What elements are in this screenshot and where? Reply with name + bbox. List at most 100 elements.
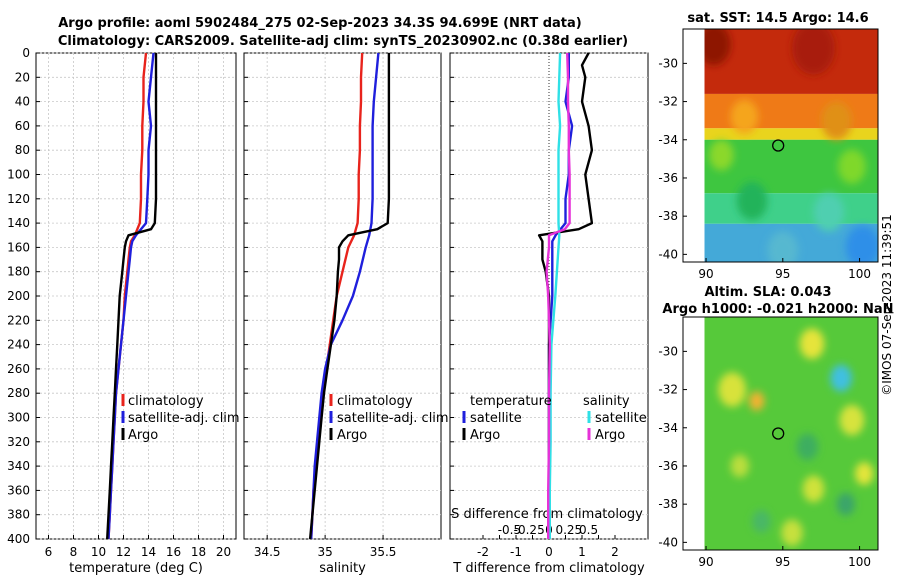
y-tick-label: -30 (658, 56, 678, 70)
map-blotch (730, 454, 750, 478)
y-tick-label: -40 (658, 535, 678, 549)
y-tick-label: 60 (15, 119, 30, 133)
map-blotch (752, 509, 771, 533)
y-tick-label: -34 (658, 133, 678, 147)
x-tick-label: 20 (216, 545, 231, 559)
x-tick-label: 10 (91, 545, 106, 559)
y-tick-label: 260 (7, 362, 30, 376)
series-line-argo (106, 53, 158, 540)
y-tick-label: 20 (15, 70, 30, 84)
y-tick-label: -34 (658, 421, 678, 435)
y-tick-label: 380 (7, 508, 30, 522)
map-band (704, 193, 878, 224)
y-tick-label: 160 (7, 240, 30, 254)
x-tick-label: 12 (116, 545, 131, 559)
x-tick-label: 90 (698, 267, 713, 281)
x-tick-label: 1 (578, 545, 586, 559)
y-tick-label: -36 (658, 171, 678, 185)
legend-label: satellite (595, 411, 647, 426)
s-tick-label: 0.5 (579, 523, 598, 537)
series-line-s-satellite (548, 52, 562, 539)
x-tick-label: 0 (545, 545, 553, 559)
legend-label: climatology (128, 394, 204, 409)
map-blotch (792, 29, 836, 75)
y-tick-label: 300 (7, 411, 30, 425)
y-tick-label: -38 (658, 497, 678, 511)
y-tick-label: -32 (658, 383, 678, 397)
y-tick-label: 0 (22, 46, 30, 60)
x-tick-label: 2 (611, 545, 619, 559)
map-blotch (704, 29, 731, 66)
y-tick-label: -30 (658, 344, 678, 358)
x-tick-label: 6 (45, 545, 53, 559)
x-tick-label: 16 (166, 545, 181, 559)
y-tick-label: 320 (7, 435, 30, 449)
x-tick-label: 35.5 (370, 545, 397, 559)
s-tick-label: 0.25 (555, 523, 582, 537)
sla-map-title-line2: Argo h1000: -0.021 h2000: NaN (662, 302, 893, 317)
legend-label: Argo (128, 428, 158, 443)
x-tick-label: 100 (848, 267, 871, 281)
x-tick-label: 90 (698, 555, 713, 569)
y-tick-label: 140 (7, 216, 30, 230)
argo-position-marker (772, 427, 785, 440)
copyright-label: ©IMOS 07-Sep-2023 11:39:51 (880, 214, 894, 396)
map-blotch (854, 462, 874, 486)
x-axis-label: T difference from climatology (452, 561, 645, 576)
series-line-argo (308, 53, 391, 540)
sla-map-title-line1: Altim. SLA: 0.043 (705, 285, 832, 300)
x-tick-label: -2 (477, 545, 489, 559)
map-blotch (799, 328, 825, 360)
figure-title-line2: Climatology: CARS2009. Satellite-adj cli… (58, 34, 628, 49)
x-tick-label: 8 (70, 545, 78, 559)
temperature-panel: 0 20 40 60 80 100 120 140 160 180 200 220 240 260 280 3… (7, 46, 240, 576)
map-blotch (845, 225, 878, 262)
legend-label: Argo (337, 428, 367, 443)
x-tick-label: -1 (510, 545, 522, 559)
legend-label: satellite-adj. clim (337, 411, 449, 426)
legend-label: Argo (470, 428, 500, 443)
y-tick-label: 200 (7, 289, 30, 303)
y-tick-label: 40 (15, 95, 30, 109)
y-tick-label: 80 (15, 143, 30, 157)
x-tick-label: 95 (775, 555, 790, 569)
map-blotch (730, 99, 759, 135)
y-tick-label: 220 (7, 313, 30, 327)
y-tick-label: -36 (658, 459, 678, 473)
legend-label: climatology (337, 394, 413, 409)
map-blotch (736, 181, 768, 220)
salinity-panel: 34.5 35 35.5 salinity climatology satellite-a… (243, 52, 449, 576)
y-tick-label: 280 (7, 386, 30, 400)
x-tick-label: 95 (775, 267, 790, 281)
map-blotch (709, 139, 734, 171)
map-blotch (802, 475, 825, 503)
argo-position-marker (772, 139, 785, 152)
y-tick-label: 400 (7, 532, 30, 546)
legend-label: satellite (470, 411, 522, 426)
map-blotch (718, 372, 746, 407)
map-blotch (821, 101, 852, 140)
x-tick-label: 18 (191, 545, 206, 559)
map-field (704, 29, 878, 262)
y-tick-label: 240 (7, 338, 30, 352)
x-axis-label: temperature (deg C) (69, 561, 203, 576)
map-field (704, 317, 878, 550)
y-tick-label: -40 (658, 247, 678, 261)
x-axis-label: salinity (319, 561, 366, 576)
sla-map-panel: 90 95 100 -30 -32 -34 -36 -38 -40 Altim. SLA: 0.0… (658, 285, 893, 569)
x-tick-label: 100 (848, 555, 871, 569)
map-blotch (838, 149, 866, 184)
y-tick-label: -38 (658, 209, 678, 223)
legend-label: satellite-adj. clim (128, 411, 240, 426)
map-frame (682, 316, 879, 551)
map-blotch (830, 364, 852, 392)
legend-title-salinity: salinity (583, 394, 630, 409)
figure-title-line1: Argo profile: aoml 5902484_275 02-Sep-20… (58, 16, 582, 31)
series-line-satellite-adj-clim (107, 52, 155, 540)
map-blotch (781, 519, 803, 547)
map-blotch (836, 492, 855, 516)
legend-title-temperature: temperature (470, 394, 552, 409)
sst-map-panel: 90 95 100 -30 -32 -34 -36 -38 -40 sat. SST: 14.5 … (658, 11, 879, 281)
